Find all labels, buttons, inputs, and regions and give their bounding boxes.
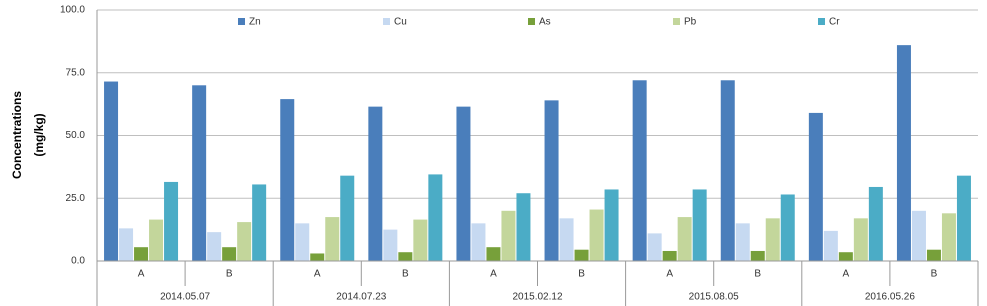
bar (486, 247, 501, 261)
x-tick-label: B (226, 269, 233, 280)
x-tick-label: A (490, 269, 497, 280)
legend-swatch (238, 18, 245, 25)
legend-swatch (528, 18, 535, 25)
bar (559, 218, 574, 261)
x-tick-label: A (314, 269, 321, 280)
x-tick-label: B (931, 269, 938, 280)
group-label: 2016.05.26 (865, 292, 915, 303)
bar (632, 80, 647, 261)
y-axis-label: Concentrations (10, 91, 24, 179)
bar (604, 189, 619, 261)
bar (853, 218, 868, 261)
bar (295, 223, 310, 261)
bar (134, 247, 149, 261)
bar (383, 229, 398, 261)
y-axis-label: (mg/kg) (32, 113, 46, 156)
bar (413, 219, 428, 261)
bar (911, 210, 926, 261)
bar (823, 230, 838, 261)
group-label: 2014.07.23 (336, 292, 386, 303)
x-tick-label: B (754, 269, 761, 280)
bar (237, 222, 252, 261)
legend-label: Pb (684, 17, 697, 28)
bar (838, 252, 853, 261)
bar (340, 175, 355, 261)
bar (941, 213, 956, 261)
bar (119, 228, 134, 261)
x-tick-label: B (402, 269, 409, 280)
y-tick-label: 0.0 (71, 256, 85, 267)
bar (544, 100, 559, 261)
legend-swatch (383, 18, 390, 25)
bar (280, 99, 295, 261)
legend-swatch (818, 18, 825, 25)
x-tick-label: A (843, 269, 850, 280)
bar (398, 252, 413, 261)
legend-label: Cu (394, 17, 407, 28)
bar (780, 194, 795, 261)
legend-label: As (539, 17, 551, 28)
legend-label: Cr (829, 17, 840, 28)
bar (692, 189, 707, 261)
bar (896, 45, 911, 261)
bar (368, 106, 383, 261)
bar (501, 210, 516, 261)
bar (662, 250, 677, 261)
y-tick-label: 75.0 (66, 67, 86, 78)
bar (164, 181, 179, 261)
bar (647, 233, 662, 261)
bar (720, 80, 735, 261)
y-tick-label: 25.0 (66, 193, 86, 204)
legend-swatch (673, 18, 680, 25)
bar (207, 232, 222, 261)
bar (252, 184, 267, 261)
bar (868, 186, 883, 261)
x-tick-label: B (578, 269, 585, 280)
group-label: 2015.02.12 (512, 292, 562, 303)
bar (192, 85, 207, 261)
x-tick-label: A (666, 269, 673, 280)
bar (750, 250, 765, 261)
bar (456, 106, 471, 261)
bar (574, 249, 589, 261)
bar (149, 219, 164, 261)
bar (926, 249, 941, 261)
bar (428, 174, 443, 261)
y-tick-label: 50.0 (66, 130, 86, 141)
x-tick-label: A (138, 269, 145, 280)
bar (956, 175, 971, 261)
bar (310, 253, 325, 261)
bar (808, 112, 823, 261)
group-label: 2014.05.07 (160, 292, 210, 303)
bar (589, 209, 604, 261)
bar (516, 193, 531, 261)
bar (222, 247, 237, 261)
bar (471, 223, 486, 261)
y-tick-label: 100.0 (60, 5, 85, 16)
bar (104, 81, 119, 261)
bar (735, 223, 750, 261)
bar (677, 217, 692, 261)
group-label: 2015.08.05 (689, 292, 739, 303)
legend-label: Zn (249, 17, 261, 28)
bar (325, 217, 340, 261)
bar (765, 218, 780, 261)
